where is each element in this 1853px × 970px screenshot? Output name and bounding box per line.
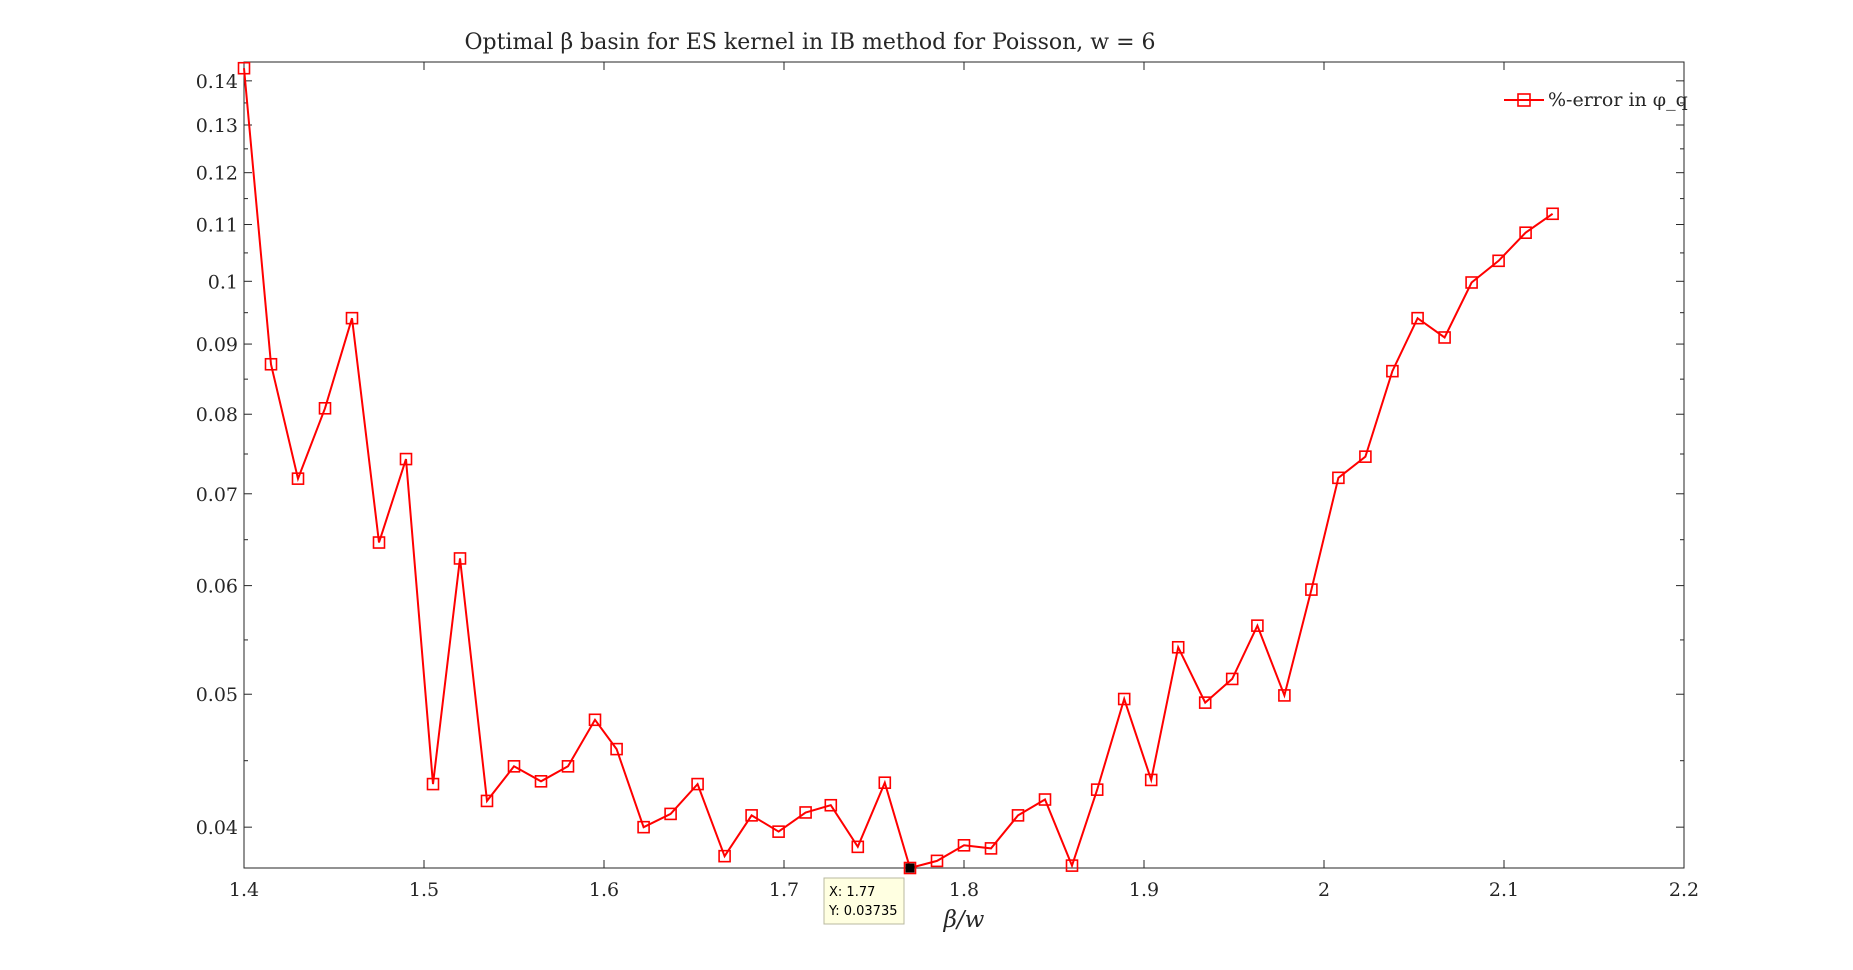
data-point <box>1519 226 1532 239</box>
data-point <box>878 776 892 789</box>
data-point <box>1411 311 1424 325</box>
data-point <box>372 536 386 549</box>
plot-area <box>243 61 1685 869</box>
x-tick-label: 2 <box>1318 879 1330 901</box>
legend-marker-sample <box>1517 93 1531 107</box>
data-point <box>1359 450 1372 463</box>
x-tick-label: 2.2 <box>1669 879 1699 901</box>
y-tick-label: 0.1 <box>208 271 238 293</box>
datatip-box <box>823 877 905 925</box>
series-markers <box>237 61 1559 875</box>
data-point <box>1090 783 1104 796</box>
data-point <box>1011 809 1025 822</box>
y-tick-label: 0.09 <box>196 334 238 356</box>
data-point <box>1278 689 1291 702</box>
y-tick-label: 0.14 <box>196 71 238 93</box>
data-point <box>1198 696 1212 709</box>
axis-tick-labels: 1.4 1.5 1.6 1.7 1.8 1.9 2 2.1 2.2 0.04 0.05 0.06 0.0… <box>196 71 1699 901</box>
x-tick-label: 2.1 <box>1489 879 1519 901</box>
data-point <box>1305 583 1318 596</box>
data-point <box>637 820 650 834</box>
data-point <box>772 825 785 838</box>
y-tick-label: 0.12 <box>196 163 238 185</box>
data-point <box>745 809 758 822</box>
legend[interactable]: %-error in φ_q <box>1500 85 1688 119</box>
datatip-point-marker <box>905 863 915 873</box>
data-point <box>824 798 838 812</box>
data-point <box>237 61 251 75</box>
data-point <box>426 777 440 791</box>
data-point <box>851 840 865 854</box>
data-point <box>799 806 812 819</box>
data-point <box>345 311 359 325</box>
data-point <box>1065 859 1079 872</box>
x-tick-label: 1.4 <box>229 879 259 901</box>
x-tick-label: 1.8 <box>949 879 979 901</box>
y-tick-label: 0.13 <box>196 115 238 137</box>
data-point <box>318 402 332 415</box>
data-point <box>1117 692 1131 706</box>
data-point <box>264 357 278 371</box>
x-tick-label: 1.5 <box>409 879 439 901</box>
data-point <box>1492 254 1505 268</box>
data-point <box>930 854 944 868</box>
y-tick-label: 0.06 <box>196 576 238 598</box>
x-axis-label: β/w <box>943 907 985 933</box>
legend-label: %-error in φ_q <box>1548 89 1688 111</box>
data-point <box>1438 331 1451 344</box>
data-point <box>610 742 623 756</box>
data-point <box>691 777 704 791</box>
data-point <box>984 842 998 855</box>
y-tick-label: 0.05 <box>196 684 238 706</box>
data-point <box>453 552 467 565</box>
data-point <box>1465 276 1478 289</box>
data-point <box>507 760 521 773</box>
y-tick-label: 0.04 <box>196 817 238 839</box>
data-point <box>1386 364 1399 378</box>
datatip[interactable]: X: 1.77 Y: 0.03735 <box>823 863 915 925</box>
data-point <box>957 839 971 852</box>
data-point <box>1225 672 1239 686</box>
data-point <box>588 713 602 727</box>
axis-ticks <box>243 62 1685 868</box>
datatip-x-text: X: 1.77 <box>829 885 875 900</box>
data-point <box>1171 640 1185 654</box>
data-point <box>718 849 731 863</box>
data-point <box>1251 619 1264 632</box>
data-point <box>1546 207 1559 221</box>
data-point <box>903 861 917 875</box>
series-line <box>243 68 1554 870</box>
data-point <box>1144 773 1158 787</box>
data-point <box>1038 793 1052 806</box>
data-point <box>534 775 548 788</box>
data-point <box>480 794 494 808</box>
data-point <box>291 472 305 485</box>
data-point <box>1332 471 1345 485</box>
data-point <box>399 452 413 466</box>
chart-title: Optimal β basin for ES kernel in IB meth… <box>464 30 1155 55</box>
data-point <box>664 807 677 821</box>
x-tick-label: 1.7 <box>769 879 799 901</box>
y-tick-label: 0.07 <box>196 484 238 506</box>
datatip-y-text: Y: 0.03735 <box>828 904 898 919</box>
y-tick-label: 0.11 <box>196 215 238 237</box>
x-tick-label: 1.9 <box>1129 879 1159 901</box>
data-point <box>561 760 575 773</box>
y-tick-label: 0.08 <box>196 404 238 426</box>
x-tick-label: 1.6 <box>589 879 619 901</box>
